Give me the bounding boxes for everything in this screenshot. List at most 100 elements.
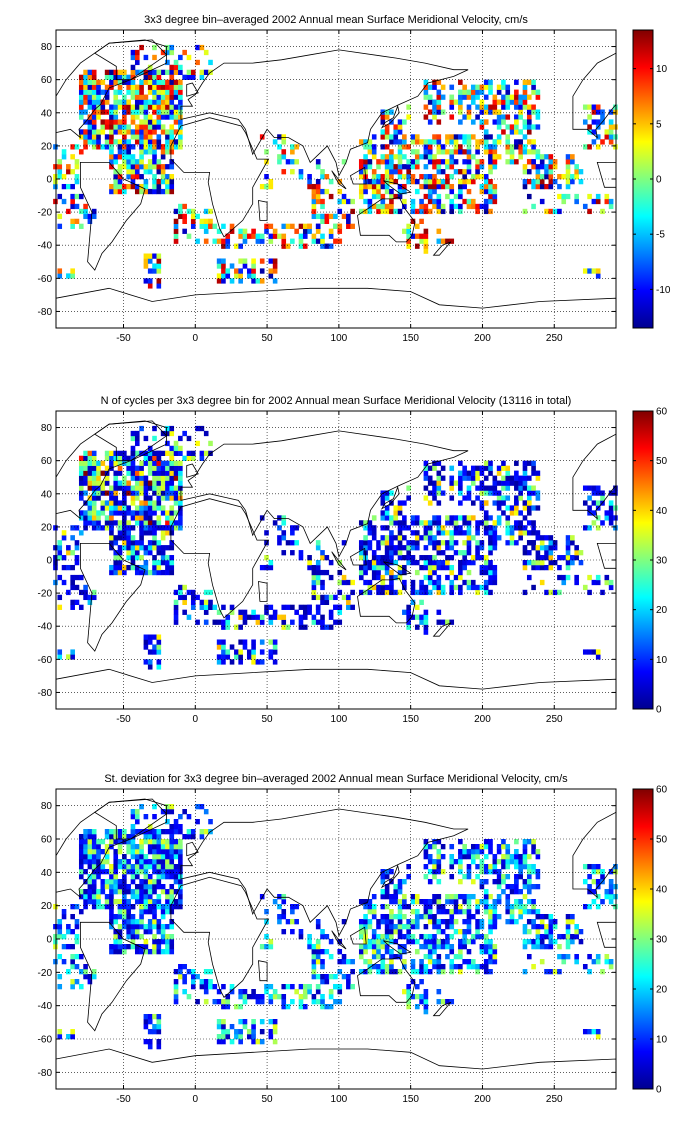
data-cell: [113, 114, 119, 120]
data-cell: [371, 144, 377, 150]
data-cell: [190, 69, 196, 75]
data-cell: [290, 159, 295, 165]
data-cell: [83, 475, 88, 481]
data-cell: [91, 520, 97, 526]
data-cell: [591, 899, 597, 905]
data-cell: [290, 929, 295, 935]
data-cell: [268, 604, 274, 610]
data-cell: [91, 485, 97, 491]
data-cell: [384, 169, 390, 175]
data-cell: [277, 994, 282, 1000]
data-cell: [514, 899, 519, 905]
data-cell: [492, 899, 498, 905]
data-cell: [548, 914, 554, 920]
data-cell: [152, 869, 157, 875]
data-cell: [221, 1039, 226, 1045]
data-cell: [402, 520, 407, 526]
data-cell: [251, 1029, 256, 1035]
data-cell: [367, 909, 373, 915]
data-cell: [397, 909, 403, 915]
data-cell: [152, 889, 157, 895]
data-cell: [402, 164, 407, 170]
data-cell: [505, 144, 511, 150]
data-cell: [410, 579, 416, 586]
data-cell: [440, 999, 446, 1005]
data-cell: [397, 919, 403, 925]
data-cell: [358, 899, 364, 905]
data-cell: [190, 834, 196, 840]
data-cell: [139, 545, 144, 551]
data-cell: [522, 500, 528, 506]
data-cell: [281, 238, 287, 244]
data-cell: [152, 520, 157, 526]
data-cell: [402, 609, 407, 615]
data-cell: [264, 989, 269, 995]
data-cell: [440, 904, 446, 910]
data-cell: [186, 208, 192, 215]
data-cell: [483, 485, 489, 491]
data-cell: [117, 129, 123, 135]
y-tick-label: -20: [38, 968, 53, 979]
data-cell: [522, 530, 528, 536]
data-cell: [147, 164, 153, 170]
data-cell: [333, 984, 338, 990]
data-cell: [70, 218, 75, 224]
data-cell: [591, 119, 597, 125]
data-cell: [53, 179, 58, 185]
data-cell: [393, 589, 399, 596]
data-cell: [259, 268, 265, 274]
data-cell: [488, 460, 493, 466]
data-cell: [389, 929, 394, 935]
data-cell: [371, 149, 377, 155]
data-cell: [397, 144, 403, 150]
data-cell: [518, 104, 523, 110]
data-cell: [182, 974, 187, 980]
data-cell: [74, 179, 80, 185]
data-cell: [458, 849, 463, 855]
data-cell: [393, 139, 399, 145]
data-cell: [393, 924, 399, 930]
data-cell: [87, 139, 93, 145]
data-cell: [514, 144, 519, 150]
data-cell: [165, 525, 170, 531]
data-cell: [122, 104, 127, 110]
data-cell: [613, 490, 618, 496]
data-cell: [440, 525, 446, 531]
data-cell: [376, 964, 381, 970]
data-cell: [251, 258, 256, 264]
data-cell: [169, 460, 175, 466]
data-cell: [225, 233, 231, 239]
data-cell: [363, 525, 368, 531]
data-cell: [169, 844, 175, 850]
data-cell: [453, 525, 459, 531]
data-cell: [66, 208, 71, 215]
data-cell: [160, 470, 166, 476]
data-cell: [53, 545, 58, 551]
data-cell: [358, 183, 364, 190]
data-cell: [466, 560, 472, 566]
data-cell: [380, 198, 386, 205]
data-cell: [423, 525, 429, 531]
data-cell: [324, 218, 330, 224]
data-cell: [178, 139, 183, 145]
coastline: [349, 166, 367, 185]
data-cell: [483, 139, 489, 145]
data-cell: [272, 644, 278, 650]
data-cell: [61, 914, 67, 920]
data-cell: [264, 530, 269, 536]
data-cell: [147, 119, 153, 125]
data-cell: [324, 594, 330, 601]
data-cell: [57, 974, 63, 980]
data-cell: [608, 510, 614, 516]
data-cell: [298, 999, 304, 1005]
data-cell: [208, 208, 213, 215]
data-cell: [613, 104, 618, 110]
data-cell: [134, 864, 140, 870]
data-cell: [358, 164, 364, 170]
data-cell: [371, 525, 377, 531]
data-cell: [130, 540, 136, 546]
data-cell: [186, 829, 192, 835]
data-cell: [449, 535, 455, 541]
data-cell: [147, 278, 153, 284]
